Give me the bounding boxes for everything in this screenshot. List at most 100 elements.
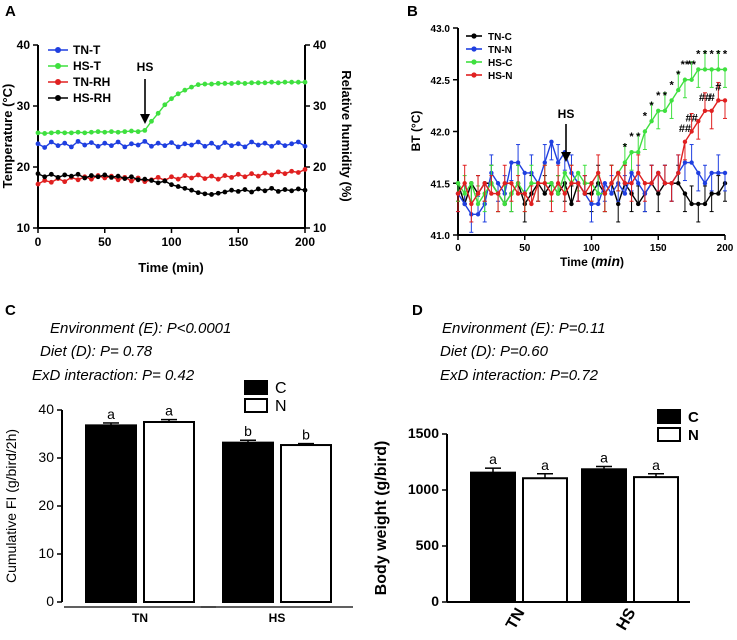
data-point	[68, 130, 74, 136]
legend-label: TN-N	[488, 45, 512, 56]
data-point	[129, 178, 134, 184]
data-point	[562, 191, 567, 196]
data-point	[209, 173, 214, 179]
data-point	[95, 129, 101, 135]
data-point	[702, 67, 708, 72]
data-point	[42, 131, 48, 136]
data-point	[289, 141, 295, 147]
data-point	[549, 181, 554, 186]
data-point	[129, 141, 134, 147]
bar-hs-n: b	[280, 427, 332, 604]
data-point	[195, 190, 201, 196]
data-point	[242, 187, 248, 192]
data-point	[242, 144, 248, 150]
data-point	[122, 144, 128, 150]
data-point	[262, 170, 268, 176]
data-point	[636, 150, 641, 155]
data-point	[235, 189, 241, 194]
data-point	[515, 160, 521, 165]
data-point	[182, 141, 188, 147]
x-axis-label: Time (min)	[138, 260, 204, 275]
x-tick-label: 100	[583, 243, 600, 254]
data-point	[575, 170, 581, 176]
data-point	[82, 175, 88, 181]
data-point	[522, 191, 527, 196]
data-point	[209, 192, 214, 197]
asterisk-marker: *	[703, 48, 708, 60]
data-point	[222, 173, 228, 178]
data-point	[656, 108, 661, 114]
data-point	[549, 139, 554, 145]
data-point	[229, 143, 234, 149]
data-point	[455, 191, 461, 196]
bar	[280, 444, 332, 604]
data-point	[709, 191, 714, 196]
data-point	[282, 79, 288, 85]
data-point	[622, 191, 628, 196]
legend-label: TN-T	[73, 43, 101, 57]
data-point	[682, 139, 688, 145]
series-hs-t	[35, 79, 308, 136]
data-point	[209, 81, 214, 87]
data-point	[135, 129, 141, 135]
y-tick-label: 20	[17, 160, 31, 174]
panel-label-a: A	[5, 3, 16, 20]
data-point	[249, 171, 255, 177]
data-point	[529, 181, 534, 186]
y-tick-label: 42.0	[431, 128, 451, 139]
legend-marker	[55, 63, 61, 69]
data-point	[175, 91, 181, 97]
data-point	[269, 172, 275, 178]
data-point	[42, 174, 48, 180]
data-point	[529, 201, 534, 207]
data-point	[48, 171, 54, 177]
data-point	[669, 98, 674, 103]
data-point	[689, 77, 694, 82]
data-point	[155, 180, 161, 186]
data-point	[702, 201, 708, 207]
data-point	[602, 191, 608, 196]
data-point	[569, 201, 574, 207]
data-point	[542, 181, 547, 186]
panel-label-b: B	[407, 3, 418, 20]
y-axis-label: BT (°C)	[409, 111, 423, 152]
data-point	[135, 142, 141, 148]
y-tick-label: 41.0	[431, 231, 451, 242]
data-point	[75, 177, 81, 183]
legend-marker	[471, 72, 477, 78]
asterisk-marker: *	[696, 48, 701, 60]
data-point	[509, 181, 514, 186]
stat-environment-d: Environment (E): P=0.11	[442, 320, 606, 337]
data-point	[562, 170, 567, 176]
data-point	[89, 140, 94, 146]
legend-label: TN-RH	[73, 75, 110, 89]
data-point	[102, 129, 108, 135]
data-point	[129, 128, 134, 134]
data-point	[722, 170, 728, 176]
asterisk-marker: *	[676, 69, 681, 81]
data-point	[249, 139, 255, 145]
data-point	[696, 118, 701, 124]
data-point	[722, 67, 728, 72]
bar-tn-c: a	[85, 406, 137, 603]
y2-tick-label: 10	[313, 221, 327, 235]
y-tick-label: 40	[17, 38, 31, 52]
data-point	[515, 191, 521, 196]
bar-tn-c: a	[470, 451, 516, 604]
x-tick-label: 150	[228, 235, 248, 249]
bar	[522, 477, 568, 603]
y2-axis-label: Relative humidity (%)	[339, 70, 354, 201]
data-point	[629, 181, 634, 186]
data-point	[495, 191, 501, 196]
legend-item-tn-rh: TN-RH	[48, 75, 110, 89]
data-point	[575, 181, 581, 186]
data-point	[195, 82, 201, 88]
asterisk-marker: *	[716, 48, 721, 60]
data-point	[295, 186, 301, 192]
data-point	[275, 80, 281, 86]
data-point	[716, 98, 721, 103]
data-point	[215, 145, 221, 150]
data-point	[175, 176, 181, 182]
legend-swatch	[244, 398, 268, 413]
data-point	[656, 170, 661, 176]
